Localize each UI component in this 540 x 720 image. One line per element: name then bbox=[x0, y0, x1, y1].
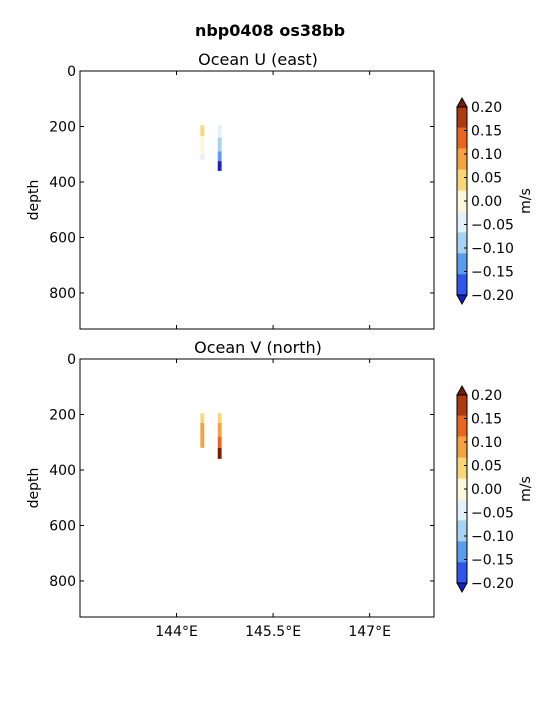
y-tick-label: 800 bbox=[49, 286, 76, 302]
plot-frame bbox=[79, 358, 435, 618]
axis-ticks: 0 200 400 600 800 144°E 145.5°E 147°E bbox=[49, 352, 434, 640]
colorbar-segment bbox=[457, 232, 467, 254]
axis-ticks: 0 200 400 600 800 bbox=[49, 64, 434, 329]
data-cell bbox=[200, 125, 205, 137]
y-tick-label: 800 bbox=[49, 574, 76, 590]
colorbar-tick-label: 0.20 bbox=[471, 100, 502, 116]
colorbar-label: m/s bbox=[518, 476, 534, 502]
data-cell bbox=[217, 161, 222, 171]
y-tick-label: 600 bbox=[49, 518, 76, 534]
y-tick-label: 200 bbox=[49, 119, 76, 135]
colorbar-segment bbox=[457, 253, 467, 275]
y-tick-label: 0 bbox=[67, 352, 76, 368]
colorbar-segment bbox=[457, 520, 467, 542]
colorbar-segment bbox=[457, 127, 467, 149]
plot-marks bbox=[200, 413, 222, 459]
colorbar-segment bbox=[457, 541, 467, 563]
data-cell bbox=[217, 447, 222, 459]
colorbar-tick-label: −0.15 bbox=[471, 553, 514, 569]
colorbar-tick-label: −0.20 bbox=[471, 576, 514, 592]
y-axis-label: depth bbox=[26, 468, 42, 509]
y-tick-label: 400 bbox=[49, 463, 76, 479]
colorbar-tick-label: −0.05 bbox=[471, 506, 514, 522]
colorbar-tick-label: 0.10 bbox=[471, 147, 502, 163]
colorbar-segment bbox=[457, 478, 467, 500]
data-cell bbox=[200, 439, 205, 448]
colorbar-segment bbox=[457, 499, 467, 521]
plot-marks bbox=[200, 125, 222, 171]
colorbar-segment bbox=[457, 562, 467, 583]
data-cell bbox=[217, 422, 222, 437]
x-tick-label: 145.5°E bbox=[245, 624, 301, 640]
colorbar-extend-top bbox=[456, 384, 468, 396]
colorbar-segment bbox=[457, 211, 467, 233]
colorbar-segment bbox=[457, 190, 467, 212]
y-tick-label: 400 bbox=[49, 175, 76, 191]
panel-title: Ocean V (north) bbox=[194, 338, 322, 357]
y-tick-label: 200 bbox=[49, 407, 76, 423]
panel-ocean-u: Ocean U (east) depth 0 200 400 600 800 bbox=[26, 50, 435, 330]
x-tick-label: 144°E bbox=[155, 624, 198, 640]
colorbar-tick-label: 0.15 bbox=[471, 124, 502, 140]
figure-suptitle: nbp0408 os38bb bbox=[195, 21, 345, 40]
colorbar-tick-label: 0.00 bbox=[471, 482, 502, 498]
data-cell bbox=[217, 137, 222, 152]
colorbar-label: m/s bbox=[518, 188, 534, 214]
colorbar-segment bbox=[457, 415, 467, 437]
plot-frame bbox=[79, 70, 435, 330]
colorbar-extend-top bbox=[456, 96, 468, 108]
colorbar-segment bbox=[457, 169, 467, 191]
colorbar-segment bbox=[457, 436, 467, 458]
data-cell bbox=[200, 154, 205, 160]
colorbar-tick-label: −0.15 bbox=[471, 265, 514, 281]
colorbar-tick-label: 0.10 bbox=[471, 435, 502, 451]
colorbar-tick-label: 0.00 bbox=[471, 194, 502, 210]
data-cell bbox=[217, 151, 222, 162]
colorbar-segment bbox=[457, 395, 467, 416]
colorbar-u: 0.20 0.15 0.10 0.05 0.00 −0.05 −0.10 −0.15 −0.20… bbox=[456, 96, 534, 306]
y-tick-label: 600 bbox=[49, 230, 76, 246]
colorbar-tick-label: −0.10 bbox=[471, 241, 514, 257]
colorbar-tick-label: 0.05 bbox=[471, 171, 502, 187]
x-tick-label: 147°E bbox=[348, 624, 391, 640]
data-cell bbox=[217, 125, 222, 138]
colorbar-tick-label: 0.20 bbox=[471, 388, 502, 404]
colorbar-segment bbox=[457, 107, 467, 128]
colorbar-tick-label: −0.20 bbox=[471, 288, 514, 304]
panel-ocean-v: Ocean V (north) depth 0 200 400 600 800 144°E… bbox=[26, 338, 435, 640]
colorbar-segment bbox=[457, 148, 467, 170]
panel-title: Ocean U (east) bbox=[198, 50, 318, 69]
colorbar-extend-bottom bbox=[456, 294, 468, 306]
data-cell bbox=[200, 413, 205, 423]
y-tick-label: 0 bbox=[67, 64, 76, 80]
data-cell bbox=[200, 422, 205, 440]
colorbar-tick-label: −0.05 bbox=[471, 218, 514, 234]
colorbar-segment bbox=[457, 457, 467, 479]
colorbar-tick-label: 0.05 bbox=[471, 459, 502, 475]
colorbar-tick-label: −0.10 bbox=[471, 529, 514, 545]
data-cell bbox=[217, 413, 222, 423]
colorbar-tick-label: 0.15 bbox=[471, 412, 502, 428]
data-cell bbox=[217, 436, 222, 448]
colorbar-extend-bottom bbox=[456, 582, 468, 594]
y-axis-label: depth bbox=[26, 180, 42, 221]
data-cell bbox=[200, 136, 205, 155]
colorbar-segment bbox=[457, 274, 467, 295]
colorbar-v: 0.20 0.15 0.10 0.05 0.00 −0.05 −0.10 −0.15 −0.20… bbox=[456, 384, 534, 594]
